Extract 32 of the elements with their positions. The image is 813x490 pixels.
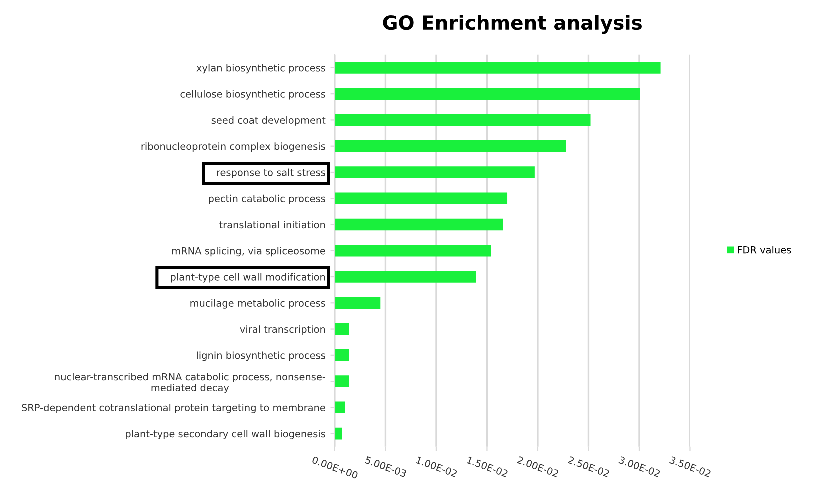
bar	[334, 402, 346, 414]
y-tick-label: ribonucleoprotein complex biogenesis	[142, 142, 326, 152]
y-tick-label: mucilage metabolic process	[190, 299, 326, 309]
bar	[334, 62, 661, 74]
bar	[334, 428, 342, 440]
y-tick-label: xylan biosynthetic process	[196, 64, 326, 74]
y-tick-label: mRNA splicing, via spliceosome	[172, 247, 326, 257]
y-tick-label: lignin biosynthetic process	[197, 352, 326, 362]
y-tick-label: plant-type secondary cell wall biogenesis	[126, 430, 326, 440]
y-tick-label: seed coat development	[212, 116, 326, 126]
bar	[334, 218, 504, 231]
bar	[334, 297, 381, 310]
bar	[334, 88, 640, 100]
y-tick-label: SRP-dependent cotranslational protein targeting to membrane	[22, 404, 326, 414]
bar	[334, 140, 566, 152]
legend-label: FDR values	[738, 246, 792, 254]
chart-title: GO Enrichment analysis	[383, 15, 642, 34]
bar	[334, 271, 476, 283]
bar	[334, 114, 591, 126]
bar	[334, 376, 350, 388]
bar	[334, 245, 492, 257]
y-tick-label: pectin catabolic process	[209, 194, 326, 204]
bar	[334, 192, 508, 204]
y-tick-label: plant-type cell wall modification	[171, 273, 326, 283]
y-tick-label: nuclear-transcribed mRNA catabolic process, nonsense- mediated decay	[55, 373, 326, 394]
y-tick-label: translational initiation	[220, 221, 326, 229]
bar	[334, 166, 535, 178]
y-tick-label: viral transcription	[240, 326, 326, 335]
bar	[334, 350, 350, 362]
y-tick-label: response to salt stress	[217, 168, 326, 178]
y-tick-label: cellulose biosynthetic process	[180, 90, 326, 100]
bar	[334, 323, 350, 336]
